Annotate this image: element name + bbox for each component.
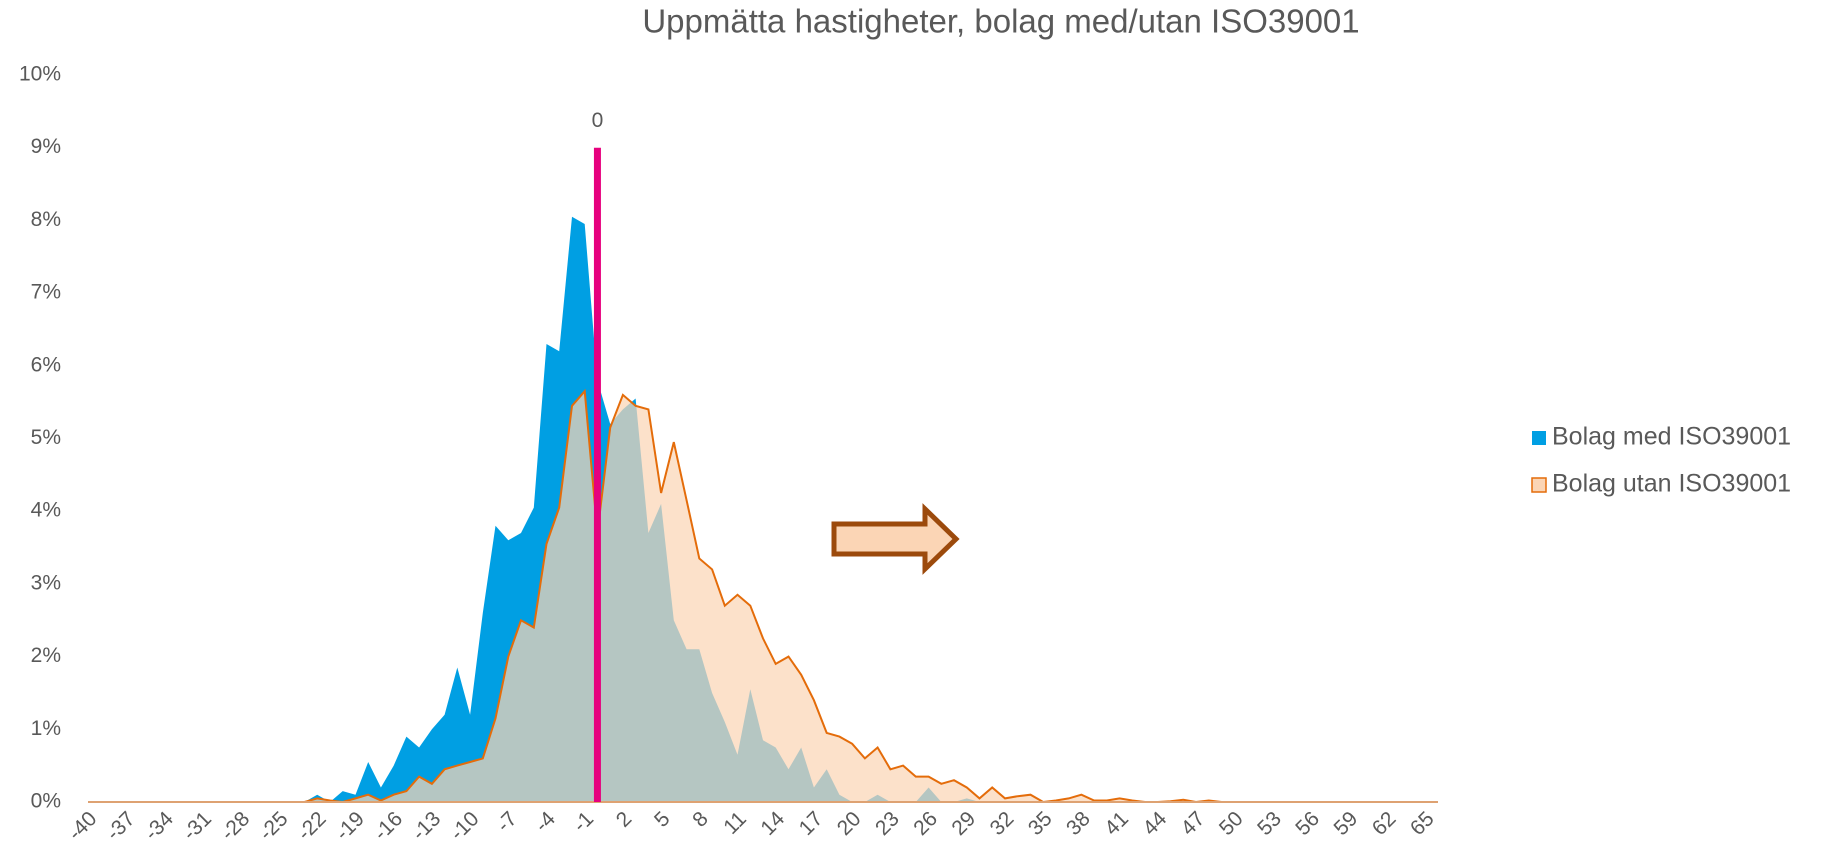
- x-tick-label: -10: [446, 807, 484, 845]
- x-tick-label: 35: [1024, 807, 1057, 840]
- x-tick-label: -1: [569, 807, 598, 836]
- chart-title: Uppmätta hastigheter, bolag med/utan ISO…: [642, 3, 1359, 40]
- x-tick-label: 5: [650, 807, 675, 832]
- x-tick-label: -22: [293, 807, 331, 845]
- legend-label: Bolag utan ISO39001: [1552, 470, 1791, 498]
- x-tick-label: 20: [833, 807, 866, 840]
- legend-label: Bolag med ISO39001: [1552, 423, 1791, 451]
- x-tick-label: -4: [530, 807, 560, 837]
- legend-marker: [1531, 477, 1547, 493]
- y-tick-label: 8%: [31, 208, 61, 231]
- x-tick-label: 62: [1368, 807, 1401, 840]
- x-tick-label: 44: [1138, 807, 1171, 840]
- y-tick-label: 6%: [31, 353, 61, 376]
- area: [88, 388, 1438, 804]
- y-tick-label: 7%: [31, 281, 61, 304]
- x-tick-label: 50: [1215, 807, 1248, 840]
- x-tick-label: -16: [369, 807, 407, 845]
- y-tick-label: 5%: [31, 426, 61, 449]
- y-tick-label: 10%: [19, 63, 61, 86]
- x-tick-label: -31: [178, 807, 216, 845]
- x-tick-label: 53: [1253, 807, 1286, 840]
- reference-label: 0: [592, 109, 604, 132]
- x-tick-label: 8: [688, 807, 713, 832]
- x-tick-label: 17: [795, 807, 828, 840]
- x-tick-label: 11: [719, 807, 751, 839]
- x-tick-label: 14: [756, 807, 789, 840]
- x-tick-label: 2: [612, 807, 637, 832]
- x-tick-label: 23: [871, 807, 904, 840]
- x-tick-label: -40: [64, 807, 102, 845]
- y-tick-label: 4%: [31, 499, 61, 522]
- x-tick-label: -13: [408, 807, 446, 845]
- y-tick-label: 9%: [31, 135, 61, 158]
- x-tick-label: 38: [1062, 807, 1095, 840]
- legend-marker: [1532, 431, 1546, 445]
- x-tick-label: 41: [1100, 807, 1133, 840]
- y-tick-label: 0%: [31, 790, 61, 813]
- x-tick-label: 29: [947, 807, 980, 840]
- x-tick-label: 26: [909, 807, 942, 840]
- y-tick-label: 2%: [31, 644, 61, 667]
- x-tick-label: -34: [140, 807, 178, 845]
- arrow: [831, 503, 960, 575]
- y-tick-label: 3%: [31, 571, 61, 594]
- x-tick-label: -28: [217, 807, 255, 845]
- x-tick-label: -7: [492, 807, 521, 836]
- x-tick-label: 65: [1406, 807, 1439, 840]
- x-tick-label: -37: [102, 807, 140, 845]
- x-tick-label: 59: [1330, 807, 1363, 840]
- x-tick-label: 32: [986, 807, 1019, 840]
- x-tick-label: 47: [1177, 807, 1210, 840]
- x-tick-label: -19: [331, 807, 369, 845]
- x-tick-label: -25: [255, 807, 293, 845]
- y-tick-label: 1%: [31, 717, 61, 740]
- x-tick-label: 56: [1291, 807, 1324, 840]
